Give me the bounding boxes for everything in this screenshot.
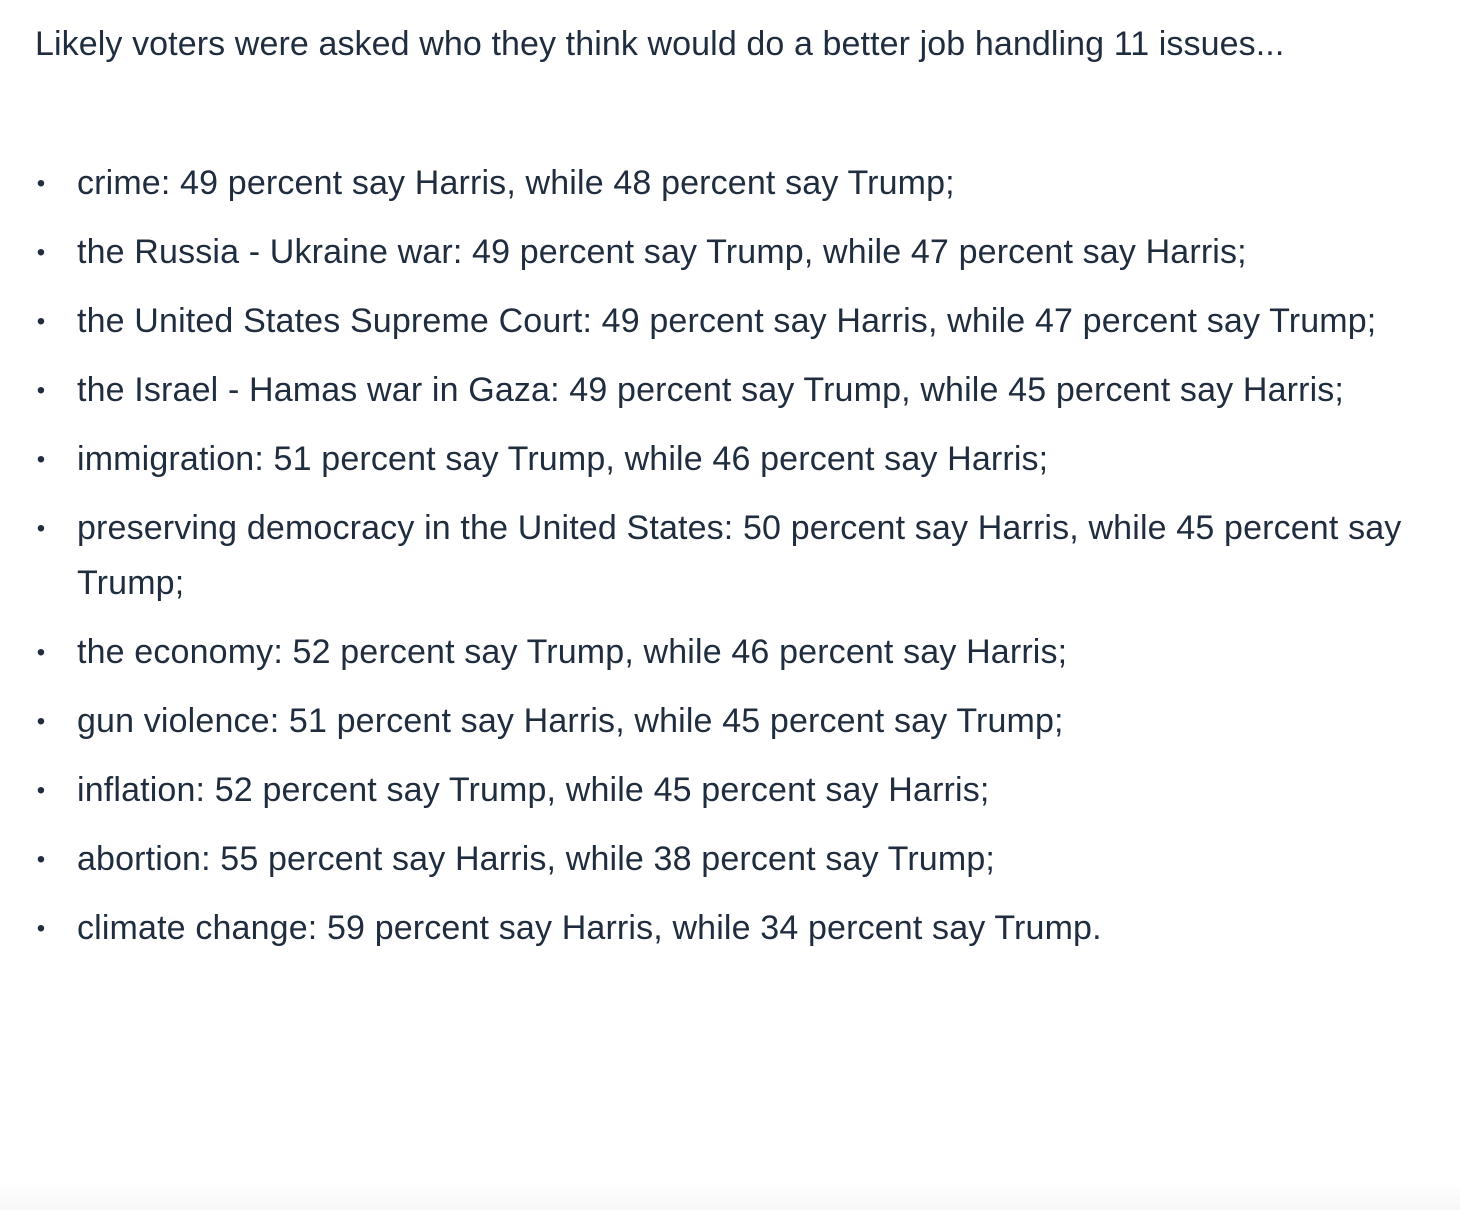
bullet-icon: • (36, 915, 46, 942)
list-item: • the Russia - Ukraine war: 49 percent s… (35, 225, 1407, 280)
list-item-text: preserving democracy in the United State… (77, 509, 1402, 602)
list-item: • gun violence: 51 percent say Harris, w… (35, 694, 1407, 749)
bullet-icon: • (36, 515, 46, 542)
bullet-icon: • (36, 639, 46, 666)
list-item: • the Israel - Hamas war in Gaza: 49 per… (35, 363, 1407, 418)
list-item-text: climate change: 59 percent say Harris, w… (77, 909, 1102, 947)
list-item-text: the Israel - Hamas war in Gaza: 49 perce… (77, 371, 1345, 409)
list-item-text: inflation: 52 percent say Trump, while 4… (77, 771, 990, 809)
list-item-text: abortion: 55 percent say Harris, while 3… (77, 840, 995, 878)
list-item: • inflation: 52 percent say Trump, while… (35, 763, 1407, 818)
list-item: • crime: 49 percent say Harris, while 48… (35, 156, 1407, 211)
bullet-icon: • (36, 377, 46, 404)
bullet-icon: • (36, 239, 46, 266)
list-item: • immigration: 51 percent say Trump, whi… (35, 432, 1407, 487)
bottom-fade (0, 1182, 1460, 1210)
list-item: • the United States Supreme Court: 49 pe… (35, 294, 1407, 349)
list-item: • preserving democracy in the United Sta… (35, 501, 1407, 611)
list-item: • climate change: 59 percent say Harris,… (35, 901, 1407, 956)
list-item-text: the United States Supreme Court: 49 perc… (77, 302, 1377, 340)
issue-list: • crime: 49 percent say Harris, while 48… (35, 156, 1405, 956)
intro-paragraph: Likely voters were asked who they think … (35, 25, 1285, 63)
list-item: • the economy: 52 percent say Trump, whi… (35, 625, 1407, 680)
bullet-icon: • (36, 170, 46, 197)
bullet-icon: • (36, 308, 46, 335)
bullet-icon: • (36, 446, 46, 473)
list-item-text: gun violence: 51 percent say Harris, whi… (77, 702, 1064, 740)
list-item: • abortion: 55 percent say Harris, while… (35, 832, 1407, 887)
bullet-icon: • (36, 708, 46, 735)
list-item-text: the economy: 52 percent say Trump, while… (77, 633, 1068, 671)
list-item-text: immigration: 51 percent say Trump, while… (77, 440, 1049, 478)
bullet-icon: • (36, 777, 46, 804)
article-body: Likely voters were asked who they think … (35, 14, 1405, 970)
bullet-icon: • (36, 846, 46, 873)
list-item-text: crime: 49 percent say Harris, while 48 p… (77, 164, 955, 202)
list-item-text: the Russia - Ukraine war: 49 percent say… (77, 233, 1247, 271)
